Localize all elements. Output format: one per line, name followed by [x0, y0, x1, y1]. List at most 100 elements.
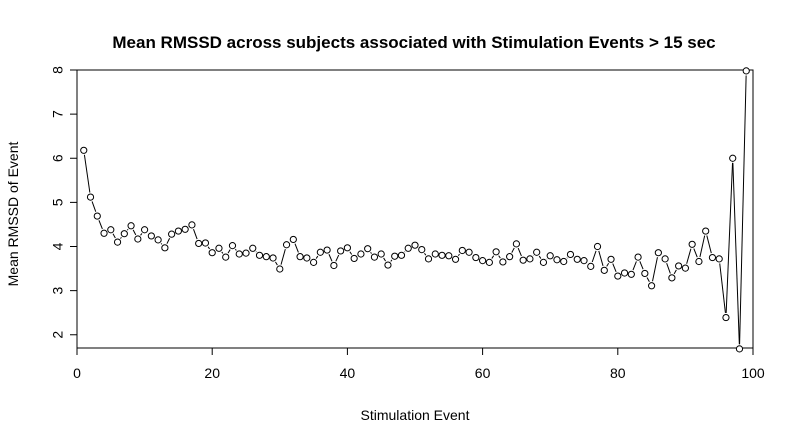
data-point — [418, 246, 426, 254]
data-point — [533, 248, 541, 256]
series-segment — [693, 248, 698, 258]
data-point — [364, 245, 372, 253]
series-segment — [83, 154, 91, 193]
data-point — [86, 193, 95, 201]
y-tick-label: 5 — [50, 198, 66, 206]
data-point — [404, 244, 412, 252]
series-line — [83, 75, 747, 345]
series-segment — [646, 277, 650, 282]
data-point — [343, 244, 351, 252]
data-point — [600, 266, 608, 274]
data-point — [154, 236, 162, 244]
data-point — [627, 270, 635, 278]
series-segment — [606, 262, 610, 267]
x-tick-label: 40 — [340, 365, 356, 381]
data-point — [648, 282, 656, 290]
data-point — [127, 222, 135, 230]
series-segment — [315, 255, 319, 259]
data-point — [282, 241, 291, 249]
data-point — [397, 251, 406, 259]
data-point — [614, 272, 622, 280]
series-segment — [639, 261, 644, 270]
series-segment — [98, 220, 103, 230]
data-point — [735, 345, 744, 353]
data-point — [113, 238, 122, 246]
series-segment — [517, 247, 522, 257]
data-point — [702, 227, 710, 235]
series-segment — [612, 263, 617, 272]
series-segment — [227, 249, 231, 254]
series-segment — [632, 261, 637, 271]
data-point — [168, 230, 176, 238]
series-segment — [370, 251, 372, 254]
data-point — [438, 251, 446, 259]
data-point — [668, 274, 676, 282]
series-segment — [491, 255, 495, 259]
data-point — [107, 226, 115, 234]
series-segment — [280, 249, 286, 265]
series-segment — [699, 235, 706, 258]
series-segment — [193, 229, 198, 240]
data-point — [620, 269, 629, 277]
data-point — [289, 235, 297, 244]
data-point — [519, 256, 527, 264]
data-point — [208, 249, 216, 257]
y-tick-label: 6 — [50, 154, 66, 162]
series-segment — [335, 254, 340, 262]
y-tick-label: 3 — [50, 287, 66, 295]
series-segment — [207, 246, 210, 250]
data-point — [499, 258, 507, 266]
data-point — [485, 258, 493, 266]
data-point — [384, 261, 392, 269]
data-point — [634, 253, 642, 261]
series-segment — [511, 247, 515, 253]
data-point — [580, 257, 588, 265]
data-point — [188, 221, 196, 229]
data-point — [539, 258, 548, 266]
series-segment — [725, 162, 734, 313]
data-point — [93, 212, 101, 220]
data-point — [195, 239, 203, 248]
data-point — [249, 244, 257, 252]
data-point — [411, 241, 419, 249]
series-segment — [275, 261, 278, 266]
data-point — [330, 261, 338, 270]
series-segment — [673, 269, 677, 275]
data-point — [512, 240, 521, 248]
data-point — [742, 67, 750, 75]
y-tick-label: 4 — [50, 242, 66, 250]
data-point — [242, 249, 250, 257]
data-point — [357, 250, 365, 258]
data-point — [222, 253, 230, 261]
x-tick-label: 100 — [741, 365, 765, 381]
data-point — [451, 255, 460, 263]
data-point — [465, 248, 473, 256]
data-point — [303, 254, 311, 262]
series-segment — [132, 229, 137, 236]
data-point — [506, 253, 514, 261]
data-point — [235, 250, 243, 258]
data-point — [722, 313, 730, 322]
series-segment — [739, 75, 747, 345]
series-segment — [166, 238, 171, 244]
x-tick-label: 60 — [475, 365, 491, 381]
y-axis-label: Mean RMSSD of Event — [5, 142, 21, 287]
data-point — [269, 254, 277, 262]
data-point — [458, 246, 466, 255]
data-point — [695, 257, 703, 266]
series-segment — [732, 162, 740, 345]
series-segment — [390, 259, 393, 262]
series-segment — [424, 253, 427, 256]
data-point — [593, 242, 602, 251]
y-tick-label: 2 — [50, 331, 66, 339]
series-segment — [383, 257, 386, 262]
series-segment — [120, 236, 122, 239]
data-point — [337, 247, 345, 255]
series-segment — [652, 257, 658, 282]
series-segment — [221, 251, 224, 254]
data-point — [215, 244, 223, 252]
data-point — [296, 253, 304, 261]
data-point — [424, 255, 433, 263]
data-point — [688, 240, 696, 248]
data-point — [228, 242, 237, 250]
